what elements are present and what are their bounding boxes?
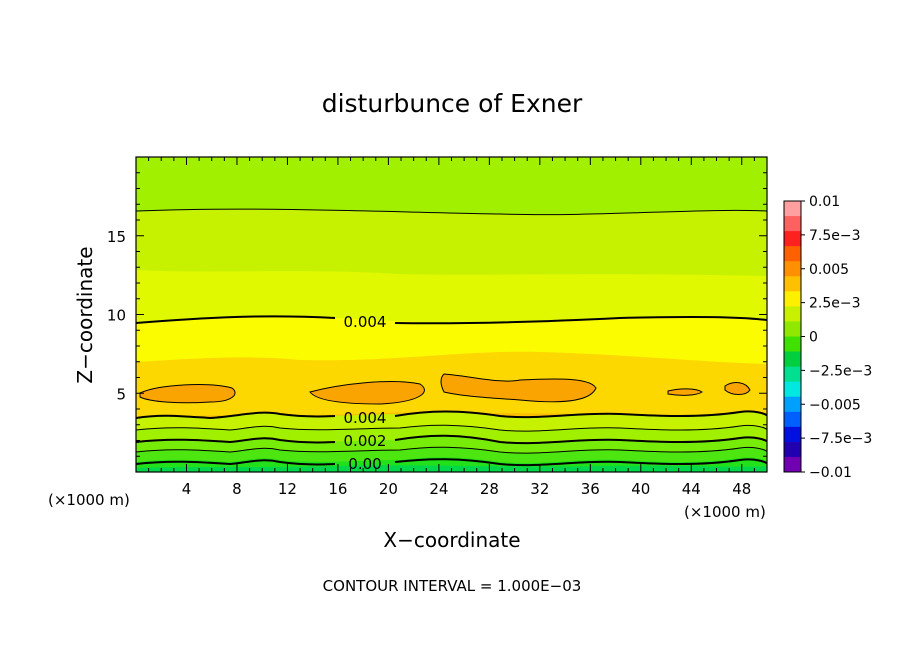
colorbar-label: −0.01 <box>809 465 852 481</box>
orange-cell <box>724 382 751 395</box>
colorbar-swatch <box>784 321 801 337</box>
orange-cell <box>667 388 703 396</box>
x-tick-label: 24 <box>429 480 448 498</box>
chart-title: disturbunce of Exner <box>322 89 583 118</box>
x-tick-label: 20 <box>379 480 398 498</box>
colorbar-swatch <box>784 306 801 322</box>
y-tick-label: 5 <box>116 385 126 403</box>
colorbar-swatch <box>784 396 801 413</box>
colorbar-swatch <box>784 231 801 247</box>
y-tick-label: 15 <box>107 228 126 246</box>
x-tick-label: 32 <box>530 480 549 498</box>
x-tick-label: 40 <box>631 480 650 498</box>
colorbar-label: 0 <box>809 330 818 346</box>
colorbar-label: 2.5e−3 <box>809 296 861 312</box>
colorbar-swatch <box>784 456 801 473</box>
contour-interval-note: CONTOUR INTERVAL = 1.000E−03 <box>323 577 582 595</box>
colorbar-label: 0.005 <box>809 262 849 278</box>
colorbar-swatch <box>784 336 801 353</box>
contour-line-0.000 <box>136 458 767 467</box>
contour-line <box>136 424 767 432</box>
colorbar-swatch <box>784 216 801 232</box>
colorbar-swatch <box>784 261 801 277</box>
colorbar-label: −0.005 <box>809 397 861 413</box>
orange-cell <box>440 373 597 403</box>
x-tick-label: 48 <box>732 480 751 498</box>
colorbar-swatch <box>784 426 801 443</box>
x-tick-label: 36 <box>581 480 600 498</box>
colorbar-label: −7.5e−3 <box>809 431 872 447</box>
x-tick-label: 28 <box>480 480 499 498</box>
y-tick-label: 10 <box>107 307 126 325</box>
contour-line-0.004-upper <box>136 315 767 325</box>
contour-label: 0.00 <box>348 455 381 473</box>
y-axis-label: Z−coordinate <box>73 246 97 383</box>
x-tick-label: 12 <box>278 480 297 498</box>
colorbar-swatch <box>784 381 801 398</box>
colorbar-swatch <box>784 441 801 458</box>
colorbar-label: −2.5e−3 <box>809 363 872 379</box>
plot-area: 0.004 0.004 0.002 0.00 <box>136 157 767 473</box>
contour-label: 0.004 <box>344 313 387 331</box>
colorbar-swatch <box>784 291 801 307</box>
contour-label: 0.002 <box>344 432 387 450</box>
x-tick-label: 16 <box>328 480 347 498</box>
x-tick-label: 44 <box>682 480 701 498</box>
colorbar-swatch <box>784 276 801 292</box>
colorbar-swatch <box>784 201 801 217</box>
x-axis-unit: (×1000 m) <box>684 503 766 521</box>
x-axis-label: X−coordinate <box>383 528 520 552</box>
orange-cell <box>309 381 425 405</box>
contour-line <box>136 208 767 216</box>
colorbar-swatch <box>784 246 801 262</box>
colorbar-swatch <box>784 351 801 368</box>
orange-cell <box>139 384 236 404</box>
contour-line-0.004-lower <box>136 410 767 420</box>
colorbar-swatch <box>784 366 801 383</box>
x-tick-label: 8 <box>232 480 242 498</box>
y-axis-unit: (×1000 m) <box>48 491 130 509</box>
contour-label: 0.004 <box>344 409 387 427</box>
colorbar-swatch <box>784 411 801 428</box>
x-tick-label: 4 <box>182 480 192 498</box>
contour-line-0.002 <box>136 434 767 445</box>
colorbar-label: 0.01 <box>809 194 840 210</box>
contour-line <box>136 446 767 454</box>
colorbar: 0.01 7.5e−3 0.005 2.5e−3 0 −2.5e−3 −0.005 −7.5e… <box>783 194 872 481</box>
colorbar-label: 7.5e−3 <box>809 228 861 244</box>
